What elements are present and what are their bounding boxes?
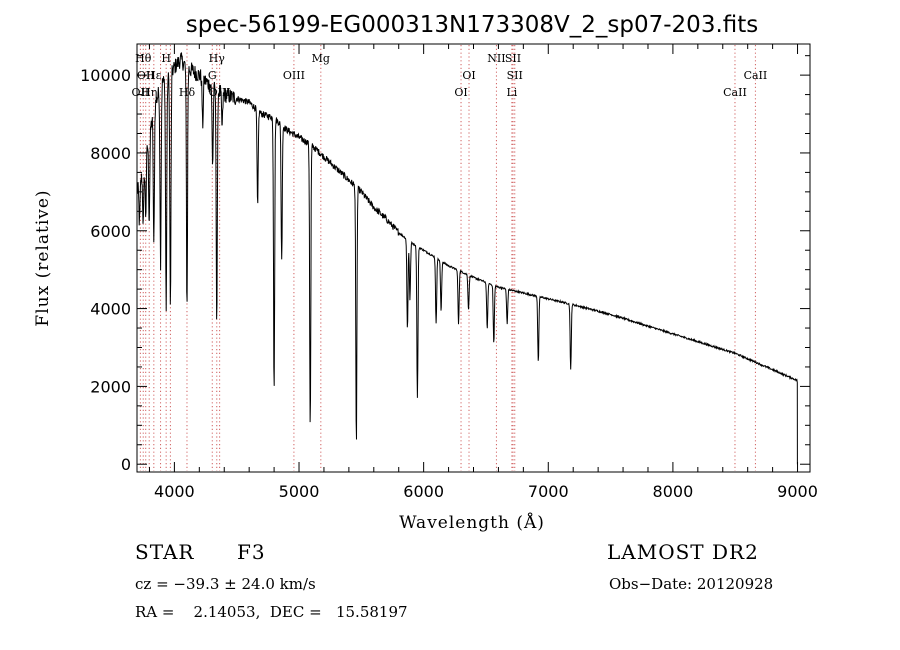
- marker-label: SII: [507, 69, 523, 82]
- spectrum-line: [136, 52, 798, 465]
- marker-label: NII: [487, 52, 505, 65]
- marker-label: G: [208, 69, 217, 82]
- x-tick-label: 8000: [653, 482, 694, 501]
- marker-label: Hε: [146, 69, 162, 82]
- marker-label: Hθ: [135, 52, 152, 65]
- x-tick-label: 6000: [403, 482, 444, 501]
- marker-label: Hδ: [179, 86, 196, 99]
- marker-label: Hη: [141, 86, 157, 99]
- coordinates-label: RA = 2.14053, DEC = 15.58197: [135, 603, 408, 621]
- marker-label: CaII: [744, 69, 768, 82]
- marker-label: H: [161, 52, 171, 65]
- survey-label: LAMOST DR2: [607, 540, 759, 564]
- y-tick-label: 2000: [90, 377, 131, 396]
- redshift-label: cz = −39.3 ± 24.0 km/s: [135, 575, 316, 593]
- marker-label: OI: [454, 86, 467, 99]
- x-tick-label: 4000: [154, 482, 195, 501]
- marker-label: OII: [132, 86, 150, 99]
- marker-label: Mg: [312, 52, 330, 65]
- marker-label: Hγ: [209, 52, 226, 65]
- marker-label: Li: [506, 86, 517, 99]
- object-class-label: STAR: [135, 540, 195, 564]
- y-tick-label: 10000: [80, 66, 131, 85]
- x-axis-label: Wavelength (Å): [399, 512, 545, 533]
- subclass-label: F3: [237, 540, 266, 564]
- y-tick-label: 4000: [90, 300, 131, 319]
- marker-label: SII: [505, 52, 521, 65]
- y-tick-label: 0: [121, 455, 131, 474]
- marker-label: OIII: [283, 69, 305, 82]
- obs-date-label: Obs−Date: 20120928: [609, 575, 774, 593]
- y-tick-label: 6000: [90, 222, 131, 241]
- chart-title: spec-56199-EG000313N173308V_2_sp07-203.f…: [186, 12, 759, 38]
- x-tick-label: 9000: [777, 482, 818, 501]
- axis-ticks: [137, 44, 810, 472]
- axis-tick-labels: 4000 5000 6000 7000 8000 9000 0 2000 4000 6000 800…: [80, 66, 818, 501]
- y-tick-label: 8000: [90, 144, 131, 163]
- x-tick-label: 5000: [279, 482, 320, 501]
- x-tick-label: 7000: [528, 482, 569, 501]
- y-axis-label: Flux (relative): [33, 189, 53, 326]
- marker-label: CaII: [723, 86, 747, 99]
- marker-label: OI: [462, 69, 475, 82]
